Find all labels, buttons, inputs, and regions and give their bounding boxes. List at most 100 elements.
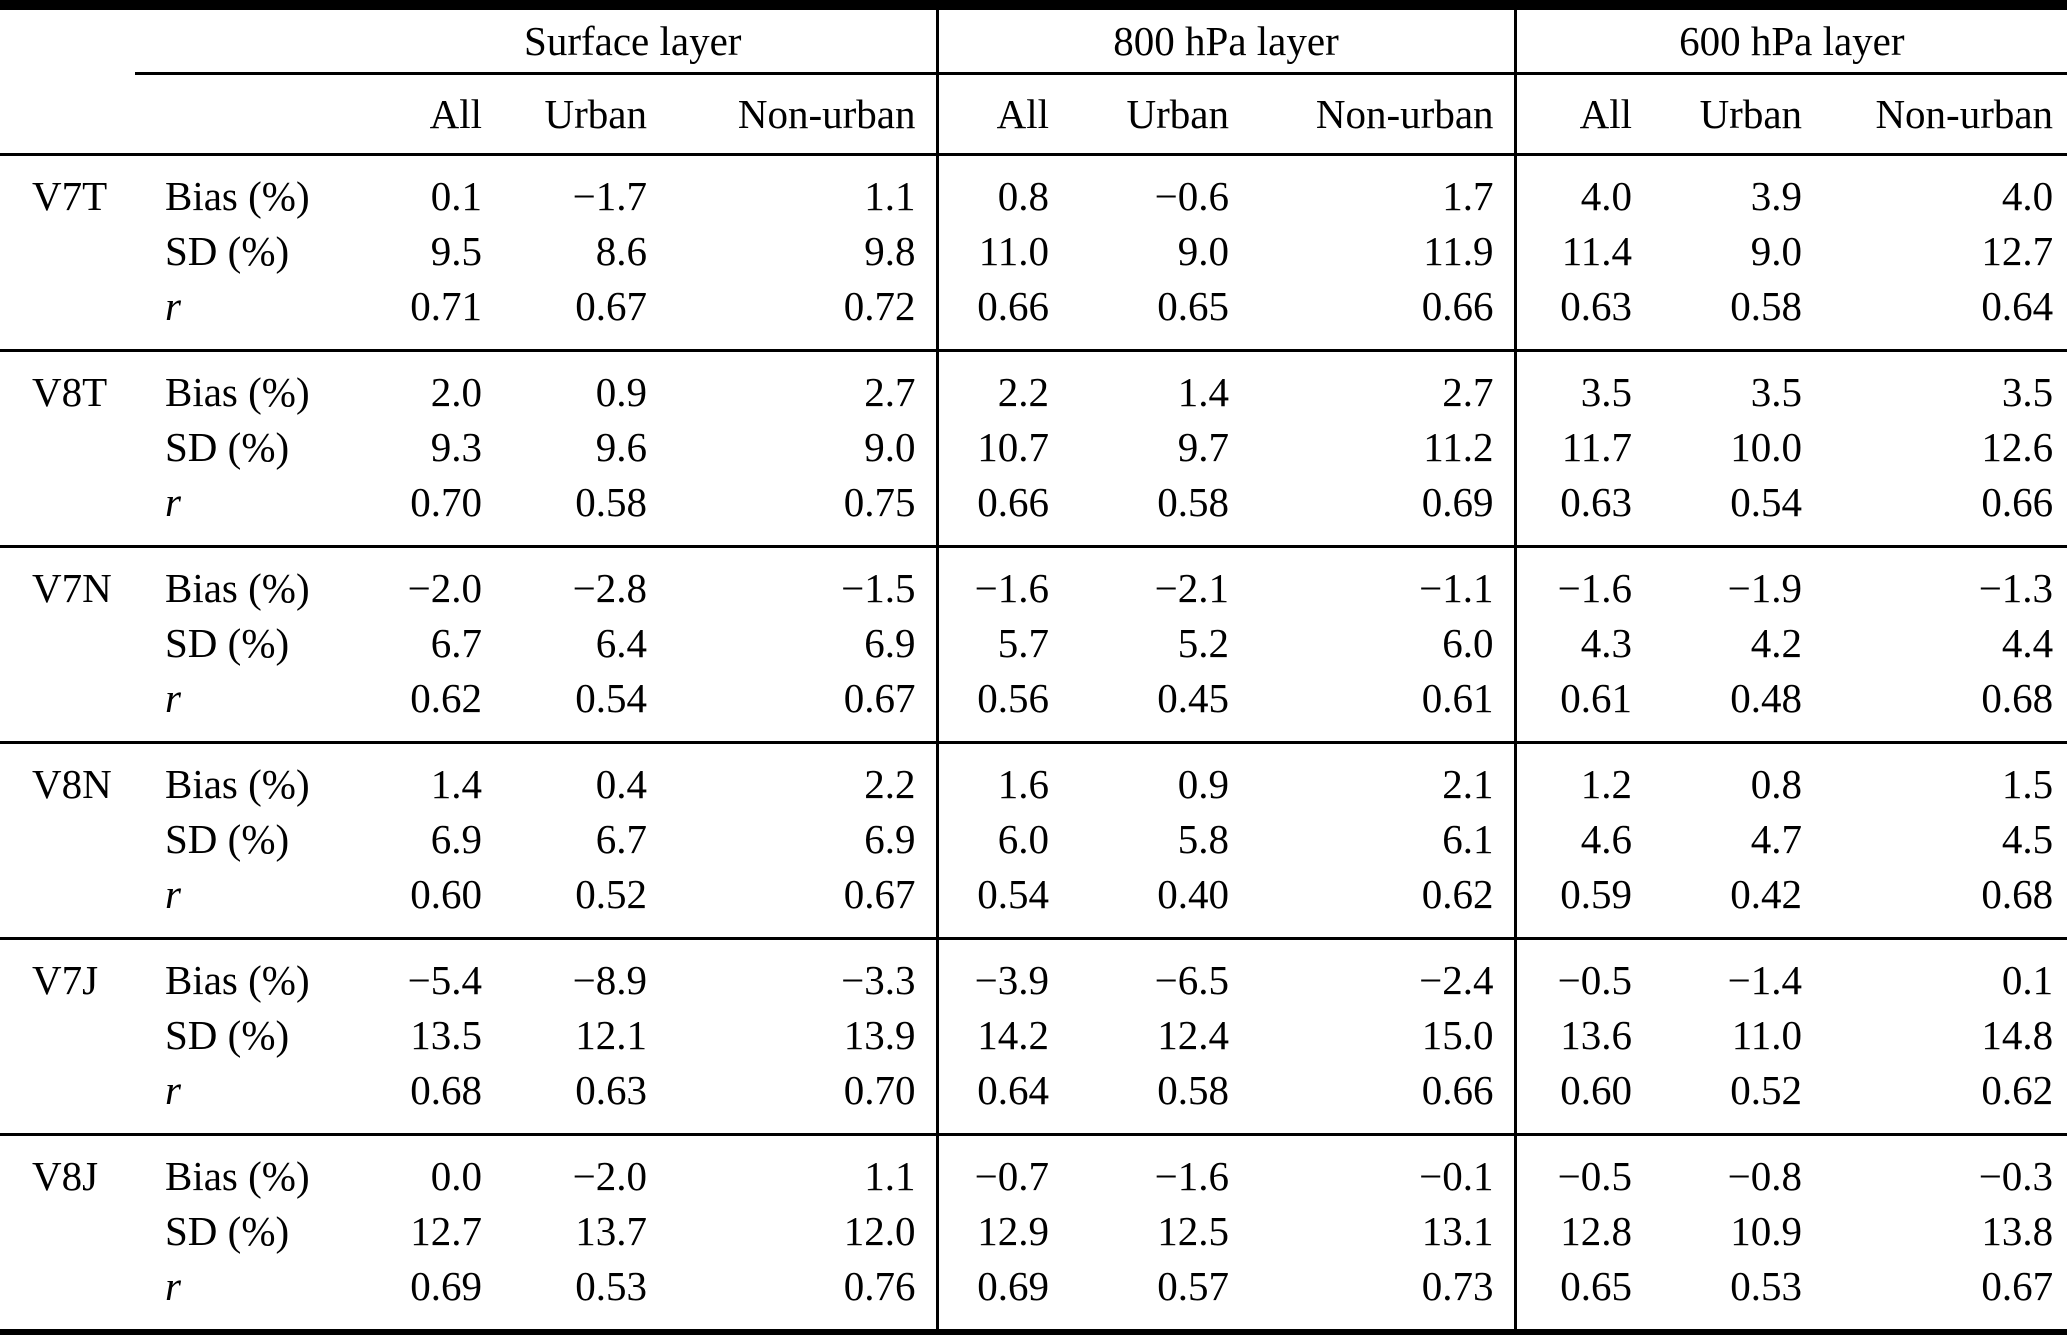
table-row: SD (%) 9.5 8.6 9.8 11.0 9.0 11.9 11.4 9.0 12.7	[0, 224, 2067, 279]
metric-label-sd: SD (%)	[165, 620, 290, 666]
value-cell: 13.1	[1237, 1204, 1517, 1259]
stub-cell	[0, 5, 135, 74]
value-cell: 11.0	[1731, 1012, 1803, 1058]
value-cell: 4.2	[1750, 620, 1803, 666]
value-cell: 0.67	[575, 283, 647, 329]
value-cell: 0.62	[1237, 867, 1517, 939]
value-cell: 0.69	[410, 1263, 482, 1309]
metric-label-bias: Bias (%)	[165, 565, 310, 611]
value-cell: 11.4	[1561, 228, 1633, 274]
value-cell: −5.4	[407, 957, 482, 1003]
value-cell: 0.68	[1981, 675, 2054, 721]
value-cell: 2.7	[655, 350, 939, 420]
value-cell: −2.1	[1154, 565, 1229, 611]
value-cell: −0.6	[1154, 173, 1229, 219]
table-row: V8T Bias (%) 2.0 0.9 2.7 2.2 1.4 2.7 3.5 3.5 3.5	[0, 350, 2067, 420]
table-row: r 0.70 0.58 0.75 0.66 0.58 0.69 0.63 0.54 0.66	[0, 475, 2067, 547]
value-cell: 0.64	[977, 1067, 1049, 1113]
version-block-v8n: V8N Bias (%) 1.4 0.4 2.2 1.6 0.9 2.1 1.2 0.8 1.5 SD…	[0, 742, 2067, 939]
value-cell: 0.1	[2001, 957, 2054, 1003]
version-label: V7J	[32, 957, 99, 1003]
value-cell: 0.8	[1750, 761, 1803, 807]
value-cell: 9.8	[655, 224, 939, 279]
value-cell: −1.1	[1237, 546, 1517, 616]
table-row: SD (%) 12.7 13.7 12.0 12.9 12.5 13.1 12.8 10.9 13…	[0, 1204, 2067, 1259]
table-row: r 0.62 0.54 0.67 0.56 0.45 0.61 0.61 0.48 0.68	[0, 671, 2067, 743]
value-cell: 0.57	[1157, 1263, 1229, 1309]
value-cell: 13.6	[1560, 1012, 1633, 1058]
value-cell: 15.0	[1237, 1008, 1517, 1063]
value-cell: 9.6	[595, 424, 647, 470]
version-block-v7j: V7J Bias (%) −5.4 −8.9 −3.3 −3.9 −6.5 −2.4 −0.5 −…	[0, 938, 2067, 1135]
version-block-v8j: V8J Bias (%) 0.0 −2.0 1.1 −0.7 −1.6 −0.1 −0.5 −0.…	[0, 1134, 2067, 1332]
value-cell: 0.48	[1730, 675, 1803, 721]
value-cell: 0.70	[655, 1063, 939, 1135]
value-cell: 0.52	[1730, 1067, 1803, 1113]
value-cell: 4.4	[2001, 620, 2054, 666]
metric-label-bias: Bias (%)	[165, 1153, 310, 1199]
value-cell: 1.6	[997, 761, 1049, 807]
metric-label-sd: SD (%)	[165, 1208, 290, 1254]
metric-label-r: r	[165, 479, 181, 525]
value-cell: 0.9	[595, 369, 647, 415]
header-surface-all: All	[330, 73, 490, 156]
header-800hpa-all: All	[937, 73, 1057, 156]
value-cell: 0.67	[1981, 1263, 2054, 1309]
metric-label-r: r	[165, 675, 181, 721]
value-cell: 0.67	[655, 671, 939, 743]
value-cell: 0.52	[575, 871, 647, 917]
value-cell: 0.62	[1981, 1067, 2054, 1113]
layer-header-surface: Surface layer	[330, 5, 939, 75]
value-cell: 10.7	[977, 424, 1049, 470]
value-cell: 0.0	[430, 1153, 482, 1199]
table-row: V8N Bias (%) 1.4 0.4 2.2 1.6 0.9 2.1 1.2 0.8 1.5	[0, 742, 2067, 812]
value-cell: 11.0	[978, 228, 1049, 274]
metric-label-bias: Bias (%)	[165, 957, 310, 1003]
header-600hpa-all: All	[1515, 73, 1641, 156]
value-cell: 12.5	[1157, 1208, 1229, 1254]
value-cell: 2.2	[997, 369, 1049, 415]
value-cell: −0.1	[1237, 1134, 1517, 1204]
value-cell: 0.61	[1237, 671, 1517, 743]
value-cell: −2.4	[1237, 938, 1517, 1008]
value-cell: 12.7	[1981, 228, 2054, 274]
value-cell: 1.7	[1237, 154, 1517, 224]
value-cell: −1.4	[1727, 957, 1803, 1003]
header-600hpa-urban: Urban	[1640, 73, 1811, 156]
version-label: V8T	[32, 369, 108, 415]
value-cell: 0.65	[1560, 1263, 1633, 1309]
value-cell: 0.67	[655, 867, 939, 939]
value-cell: 0.63	[1560, 283, 1633, 329]
value-cell: 12.0	[655, 1204, 939, 1259]
value-cell: 0.66	[1237, 1063, 1517, 1135]
value-cell: 0.66	[977, 283, 1049, 329]
value-cell: 13.8	[1981, 1208, 2054, 1254]
value-cell: 1.1	[655, 1134, 939, 1204]
value-cell: 0.58	[575, 479, 647, 525]
value-cell: 3.5	[1750, 369, 1803, 415]
value-cell: −2.0	[407, 565, 482, 611]
value-cell: 4.6	[1580, 816, 1633, 862]
value-cell: 5.2	[1177, 620, 1229, 666]
value-cell: 0.58	[1730, 283, 1803, 329]
table-row: r 0.69 0.53 0.76 0.69 0.57 0.73 0.65 0.53 0.67	[0, 1259, 2067, 1332]
table-row: r 0.68 0.63 0.70 0.64 0.58 0.66 0.60 0.52 0.62	[0, 1063, 2067, 1135]
value-cell: 0.1	[430, 173, 482, 219]
value-cell: −0.7	[974, 1153, 1049, 1199]
value-cell: 11.2	[1237, 420, 1517, 475]
value-cell: −1.6	[1557, 565, 1633, 611]
value-cell: 2.0	[430, 369, 482, 415]
value-cell: 6.9	[655, 812, 939, 867]
value-cell: 0.71	[410, 283, 482, 329]
value-cell: 9.0	[655, 420, 939, 475]
value-cell: 0.66	[1237, 279, 1517, 351]
value-cell: 12.9	[977, 1208, 1049, 1254]
value-cell: −1.5	[655, 546, 939, 616]
value-cell: 0.8	[997, 173, 1049, 219]
table-row: SD (%) 9.3 9.6 9.0 10.7 9.7 11.2 11.7 10.0 12.6	[0, 420, 2067, 475]
value-cell: 14.2	[977, 1012, 1049, 1058]
value-cell: 10.9	[1730, 1208, 1803, 1254]
value-cell: 6.4	[595, 620, 647, 666]
value-cell: 0.54	[1730, 479, 1803, 525]
table-row: SD (%) 6.9 6.7 6.9 6.0 5.8 6.1 4.6 4.7 4.5	[0, 812, 2067, 867]
